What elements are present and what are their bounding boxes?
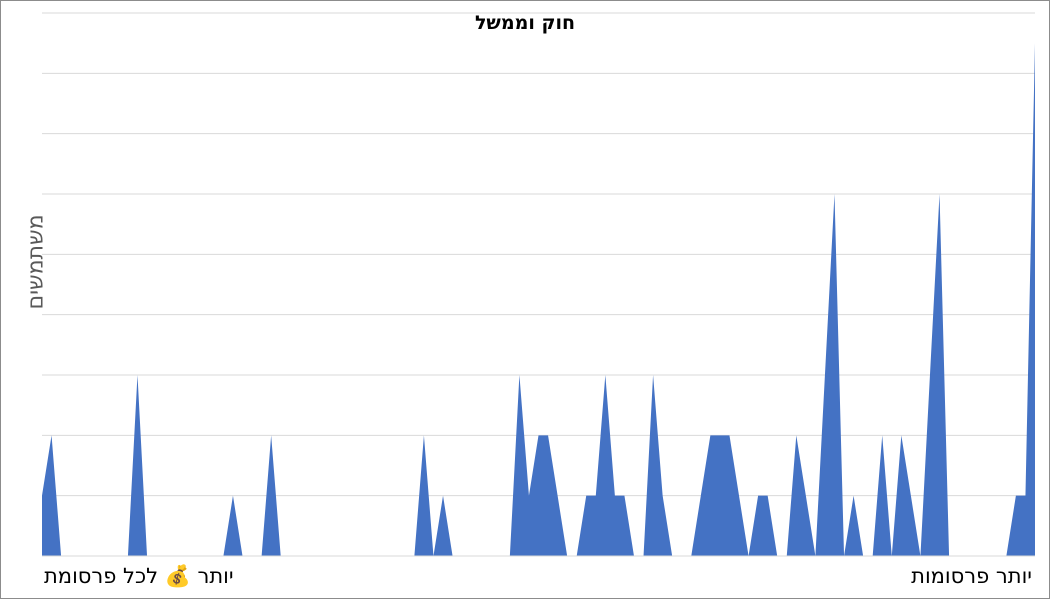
chart-title: חוק וממשל [474,12,576,34]
area-series [42,43,1035,557]
y-axis-label: משתמשים [23,214,49,310]
x-axis-label-right: יותר פרסומות [911,564,1032,588]
x-axis-label-left: יותר 💰 לכל פרסומת [44,564,234,588]
